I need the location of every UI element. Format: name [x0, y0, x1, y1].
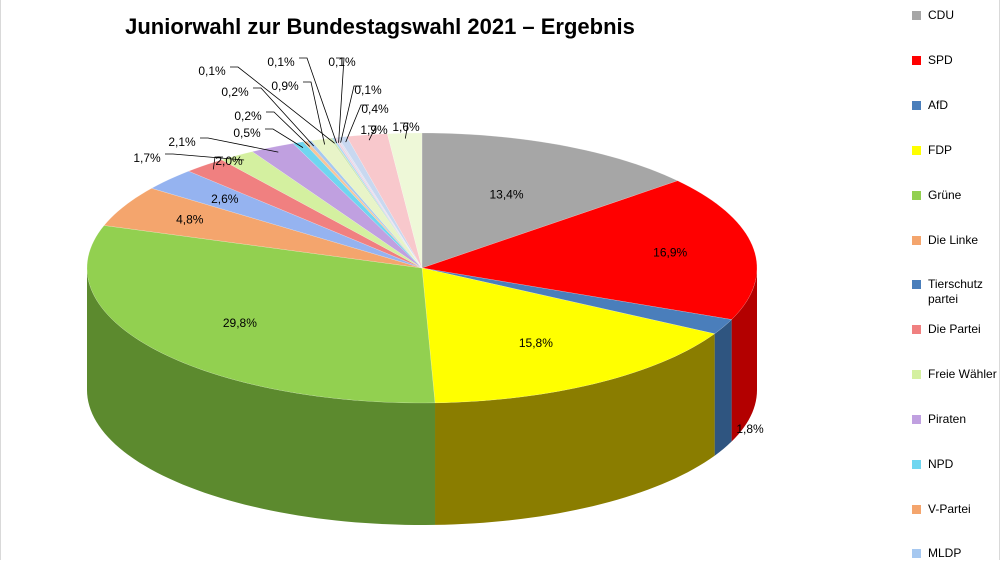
data-label-slice-17: 0,1% [354, 83, 382, 97]
data-label-v-partei: 0,2% [234, 109, 262, 123]
leader-line-slice-15 [299, 57, 337, 144]
data-label-slice-19: 1,9% [360, 123, 388, 137]
data-label-afd: 1,8% [736, 422, 764, 436]
data-label-fdp: 15,8% [519, 336, 553, 350]
leader-line-slice-19 [368, 125, 377, 141]
data-label-cdu: 13,4% [489, 188, 523, 202]
leader-line-die-partei [212, 156, 223, 170]
legend-swatch [912, 280, 921, 289]
leader-line-slice-18 [345, 104, 369, 143]
pie-slice-slice-16 [333, 137, 423, 269]
legend-swatch [912, 460, 921, 469]
data-label-mldp: 0,2% [221, 85, 249, 99]
pie-slice-die-linke [103, 188, 423, 269]
legend-swatch [912, 101, 921, 110]
leader-line-slice-16 [336, 57, 345, 143]
leader-line-mldp [253, 87, 314, 147]
legend-swatch [912, 56, 921, 65]
data-label-tierschutz-partei: 2,6% [211, 192, 239, 206]
leader-line-slice-14 [230, 66, 335, 144]
data-label-slice-14: 0,1% [198, 64, 226, 78]
pie-slice-spd [421, 180, 758, 320]
legend-swatch [912, 325, 921, 334]
pie-leader-lines [165, 57, 409, 170]
legend-label: SPD [928, 53, 953, 67]
legend-swatch [912, 11, 921, 20]
pie-slice-slice-18 [337, 136, 423, 269]
data-label-die-partei: 2,0% [215, 154, 243, 168]
legend-label: Piraten [928, 412, 967, 426]
legend-label: MLDP [928, 546, 962, 560]
data-label-die-linke: 4,8% [176, 213, 204, 227]
data-label-spd: 16,9% [653, 245, 687, 259]
leader-line-slice-17 [340, 85, 362, 143]
leader-line-npd [265, 128, 304, 148]
legend-label: Die Partei [928, 322, 981, 336]
pie-slice-slice-20 [387, 132, 423, 269]
legend-swatch [912, 236, 921, 245]
pie-slice-grüne [86, 225, 436, 404]
chart-title: Juniorwahl zur Bundestagswahl 2021 – Erg… [125, 14, 635, 39]
data-label-piraten: 2,1% [168, 135, 196, 149]
legend-label: V-Partei [928, 502, 971, 516]
legend-swatch [912, 415, 921, 424]
leader-line-freie-wähler [165, 153, 245, 161]
pie-slice-slice-14 [329, 137, 423, 269]
legend-label: Grüne [928, 188, 962, 202]
leader-line-piraten [200, 137, 279, 153]
pie-side-spd [731, 268, 757, 442]
leader-line-slice-13 [303, 81, 325, 145]
pie-tops [86, 132, 758, 404]
data-label-slice-20: 1,6% [392, 120, 420, 134]
data-label-npd: 0,5% [233, 126, 261, 140]
legend-swatch [912, 505, 921, 514]
pie-slice-die-partei [187, 159, 423, 269]
legend-swatch [912, 146, 921, 155]
pie-slice-slice-13 [310, 137, 423, 269]
data-label-slice-18: 0,4% [361, 102, 389, 116]
pie-slice-fdp [421, 267, 716, 404]
leader-line-slice-20 [400, 122, 409, 139]
leader-line-v-partei [266, 111, 311, 147]
pie-slice-tierschutz-partei [150, 170, 423, 269]
legend-label: AfD [928, 98, 949, 112]
legend-label: Die Linke [928, 233, 979, 247]
pie-side-fdp [435, 333, 715, 525]
legend-label: FDP [928, 143, 952, 157]
pie-slice-piraten [251, 143, 423, 269]
pie-sides [87, 268, 757, 525]
data-label-slice-15: 0,1% [267, 55, 295, 69]
data-label-slice-13: 0,9% [271, 79, 299, 93]
legend: CDU SPD AfD FDP Grüne Die Linke Tierschutz par… [912, 0, 1000, 560]
legend-label: NPD [928, 457, 954, 471]
pie-slice-slice-15 [331, 137, 423, 269]
pie-labels: 13,4% 16,9% 1,8% 15,8% 29,8% 4,8% 2,6% 2,0% 1,7%… [133, 55, 764, 436]
pie-side-grüne [87, 268, 436, 525]
legend-swatch [912, 370, 921, 379]
legend-swatch [912, 191, 921, 200]
pie-side-afd [714, 319, 732, 456]
pie-slice-cdu [421, 132, 679, 269]
pie-slice-npd [292, 141, 423, 269]
data-label-freie-wähler: 1,7% [133, 151, 161, 165]
legend-label: Freie Wähler [928, 367, 997, 381]
data-label-slice-16: 0,1% [328, 55, 356, 69]
data-label-grüne: 29,8% [223, 316, 257, 330]
legend-swatch [912, 549, 921, 558]
legend-label: Tierschutz partei [928, 277, 983, 306]
legend-label: CDU [928, 8, 954, 22]
